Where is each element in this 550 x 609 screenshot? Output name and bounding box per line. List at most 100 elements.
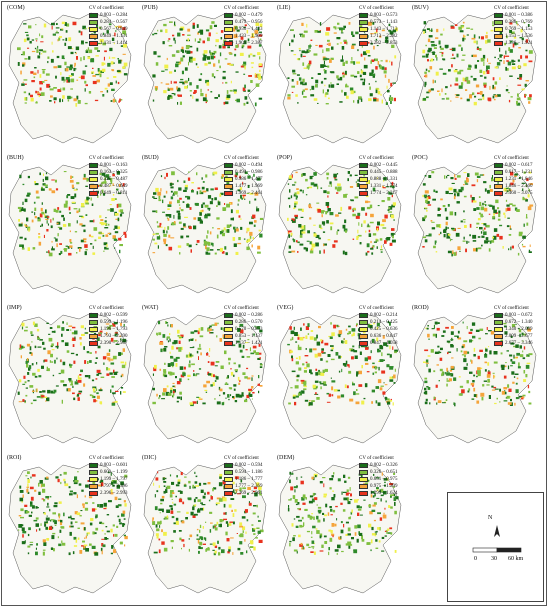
legend-row: 0.326 – 0.651 <box>359 469 398 476</box>
legend-swatch <box>89 313 98 318</box>
panel-tag: (DEM) <box>277 455 295 461</box>
legend-swatch <box>89 463 98 468</box>
panel-tag: (IMP) <box>7 305 22 311</box>
legend-swatch <box>89 27 98 32</box>
map-panel: (BUV) CV of coefficient 0.001 – 0.386 0.386… <box>408 3 544 153</box>
legend-swatch <box>224 313 233 318</box>
legend-row: 0.594 – 1.186 <box>224 469 263 476</box>
map-panel: (POP) CV of coefficient 0.002 – 0.445 0.445… <box>273 153 409 303</box>
legend-range: 1.713 – 2.282 <box>370 34 398 39</box>
legend: CV of coefficient 0.003 – 0.672 0.672 – 1.… <box>494 305 533 347</box>
legend-range: 1.199 – 1.797 <box>100 477 128 482</box>
legend-range: 0.849 – 1.131 <box>100 34 128 39</box>
legend-row: 2.282 – 2.853 <box>359 40 398 47</box>
legend-range: 0.853 – 1.137 <box>235 334 263 339</box>
legend-range: 0.445 – 0.888 <box>370 170 398 175</box>
legend-swatch <box>224 341 233 346</box>
legend-row: 0.494 – 0.986 <box>224 169 263 176</box>
legend-range: 0.617 – 1.231 <box>505 170 533 175</box>
region-map <box>8 162 132 294</box>
legend-swatch <box>359 191 368 196</box>
legend-swatch <box>224 177 233 182</box>
legend-range: 1.196 – 1.793 <box>100 327 128 332</box>
legend-row: 0.617 – 1.231 <box>494 169 533 176</box>
legend-swatch <box>359 170 368 175</box>
region-map <box>143 462 267 594</box>
legend-range: 0.003 – 0.284 <box>100 13 128 18</box>
panel-tag: (BUH) <box>7 155 24 161</box>
legend-swatch <box>359 484 368 489</box>
legend-range: 0.986 – 1.477 <box>235 177 263 182</box>
legend-range: 0.672 – 1.340 <box>505 320 533 325</box>
panel-tag: (DIC) <box>142 455 157 461</box>
legend-title: CV of coefficient <box>359 6 394 11</box>
panel-tag: (WAT) <box>142 305 159 311</box>
legend-range: 1.340 – 2.009 <box>505 327 533 332</box>
legend-row: 1.793 – 2.390 <box>89 333 128 340</box>
legend-swatch <box>494 177 503 182</box>
map-panel: (ROI) CV of coefficient 0.003 – 0.601 0.601… <box>3 453 139 603</box>
legend-swatch <box>494 34 503 39</box>
legend-range: 0.002 – 0.594 <box>235 463 263 468</box>
panel-tag: (ROD) <box>412 305 429 311</box>
legend-range: 0.601 – 1.199 <box>100 470 128 475</box>
legend-range: 0.888 – 1.331 <box>370 177 398 182</box>
legend-row: 0.002 – 0.326 <box>359 462 398 469</box>
legend-range: 0.479 – 0.956 <box>235 20 263 25</box>
legend-row: 1.797 – 2.396 <box>89 483 128 490</box>
legend-range: 0.649 – 0.811 <box>100 191 128 196</box>
region-map <box>278 312 402 444</box>
legend-range: 2.396 – 2.993 <box>100 491 128 496</box>
legend-row: 0.002 – 0.286 <box>224 312 263 319</box>
legend-row: 0.425 – 0.636 <box>359 326 398 333</box>
legend-row: 0.002 – 0.479 <box>224 12 263 19</box>
legend-row: 1.969 – 2.461 <box>224 190 263 197</box>
legend-row: 0.599 – 1.196 <box>89 319 128 326</box>
legend-row: 0.651 – 0.975 <box>359 476 398 483</box>
legend-swatch <box>359 34 368 39</box>
legend-swatch <box>359 313 368 318</box>
legend-swatch <box>224 20 233 25</box>
legend-range: 1.909 – 2.387 <box>235 41 263 46</box>
legend-swatch <box>224 320 233 325</box>
legend-title: CV of coefficient <box>224 456 259 461</box>
legend-swatch <box>224 477 233 482</box>
legend-swatch <box>494 163 503 168</box>
legend: CV of coefficient 0.002 – 0.494 0.494 – 0.… <box>224 155 263 197</box>
legend-title: CV of coefficient <box>224 6 259 11</box>
legend-range: 1.299 – 1.624 <box>370 491 398 496</box>
legend-title: CV of coefficient <box>89 306 124 311</box>
legend-swatch <box>89 477 98 482</box>
legend-swatch <box>89 170 98 175</box>
legend-swatch <box>494 334 503 339</box>
legend-swatch <box>224 170 233 175</box>
legend: CV of coefficient 0.002 – 0.214 0.214 – 0.… <box>359 305 398 347</box>
legend-row: 1.909 – 2.387 <box>224 40 263 47</box>
region-map <box>413 312 537 444</box>
legend: CV of coefficient 0.001 – 0.386 0.386 – 0.… <box>494 5 533 47</box>
legend-row: 0.672 – 1.340 <box>494 319 533 326</box>
legend: CV of coefficient 0.002 – 0.594 0.594 – 1.… <box>224 455 263 497</box>
legend-swatch <box>359 463 368 468</box>
legend-swatch <box>89 184 98 189</box>
legend: CV of coefficient 0.002 – 0.445 0.445 – 0.… <box>359 155 398 197</box>
legend-range: 0.599 – 1.196 <box>100 320 128 325</box>
legend-swatch <box>359 320 368 325</box>
legend-range: 0.386 – 0.769 <box>505 20 533 25</box>
legend-swatch <box>359 184 368 189</box>
legend-swatch <box>494 170 503 175</box>
legend-row: 2.396 – 2.993 <box>89 490 128 497</box>
legend-swatch <box>89 20 98 25</box>
legend: CV of coefficient 0.001 – 0.163 0.163 – 0.… <box>89 155 128 197</box>
legend-row: 0.479 – 0.956 <box>224 19 263 26</box>
legend-row: 1.137 – 1.421 <box>224 340 263 347</box>
legend-row: 0.487 – 0.649 <box>89 183 128 190</box>
legend: CV of coefficient 0.002 – 0.617 0.617 – 1.… <box>494 155 533 197</box>
legend-row: 0.975 – 1.299 <box>359 483 398 490</box>
legend-row: 0.325 – 0.487 <box>89 176 128 183</box>
legend-range: 1.777 – 2.369 <box>235 484 263 489</box>
legend-title: CV of coefficient <box>359 156 394 161</box>
legend-row: 1.199 – 1.797 <box>89 476 128 483</box>
legend-swatch <box>494 27 503 32</box>
legend-title: CV of coefficient <box>224 156 259 161</box>
